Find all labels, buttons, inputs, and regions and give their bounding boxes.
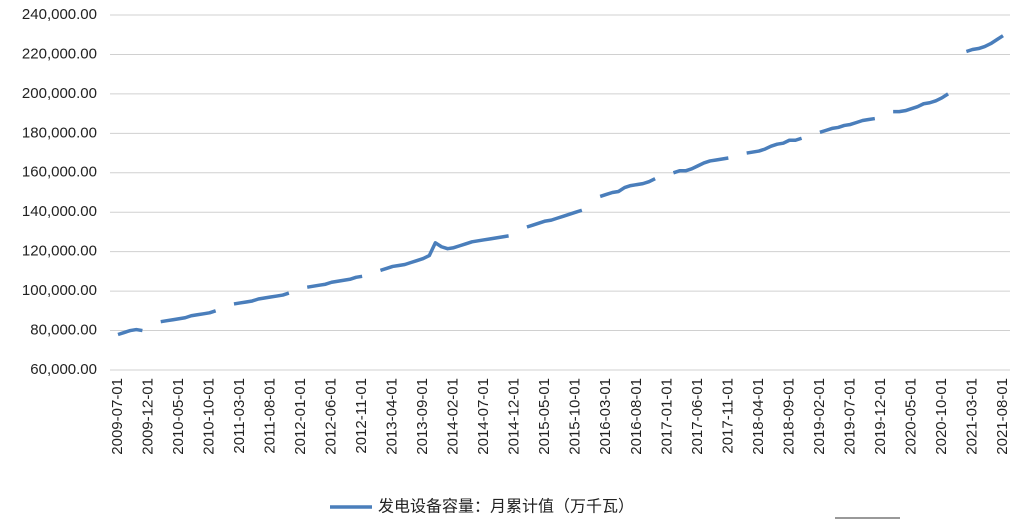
- y-tick-label: 240,000.00: [22, 6, 97, 23]
- x-tick-label: 2014-12-01: [506, 378, 523, 455]
- y-tick-label: 200,000.00: [22, 85, 97, 102]
- x-tick-label: 2013-04-01: [384, 378, 401, 455]
- x-tick-label: 2009-07-01: [109, 378, 126, 455]
- y-tick-label: 80,000.00: [30, 322, 97, 339]
- x-tick-label: 2021-03-01: [963, 378, 980, 455]
- y-tick-label: 140,000.00: [22, 203, 97, 220]
- x-tick-label: 2014-02-01: [445, 378, 462, 455]
- x-tick-label: 2019-02-01: [811, 378, 828, 455]
- y-tick-label: 60,000.00: [30, 361, 97, 378]
- x-tick-label: 2012-01-01: [292, 378, 309, 455]
- x-tick-label: 2016-03-01: [597, 378, 614, 455]
- x-tick-label: 2017-11-01: [719, 378, 736, 454]
- x-tick-label: 2014-07-01: [475, 378, 492, 455]
- x-tick-label: 2019-12-01: [872, 378, 889, 455]
- x-tick-label: 2010-10-01: [201, 378, 218, 455]
- x-tick-label: 2017-06-01: [689, 378, 706, 455]
- x-tick-label: 2013-09-01: [414, 378, 431, 455]
- x-tick-label: 2012-11-01: [353, 378, 370, 454]
- x-tick-label: 2020-10-01: [933, 378, 950, 455]
- x-tick-label: 2017-01-01: [658, 378, 675, 455]
- x-tick-label: 2020-05-01: [902, 378, 919, 455]
- x-tick-label: 2016-08-01: [628, 378, 645, 455]
- x-tick-label: 2011-08-01: [262, 378, 279, 454]
- legend-label: 发电设备容量：月累计值（万千瓦）: [378, 497, 634, 516]
- y-tick-label: 220,000.00: [22, 45, 97, 62]
- x-tick-label: 2010-05-01: [170, 378, 187, 455]
- y-tick-label: 100,000.00: [22, 282, 97, 299]
- y-tick-label: 120,000.00: [22, 243, 97, 260]
- x-tick-label: 2009-12-01: [139, 378, 156, 455]
- x-tick-label: 2018-09-01: [780, 378, 797, 455]
- x-tick-label: 2015-10-01: [567, 378, 584, 455]
- x-tick-label: 2019-07-01: [841, 378, 858, 455]
- data-line: [117, 34, 1004, 337]
- y-tick-label: 160,000.00: [22, 164, 97, 181]
- x-tick-label: 2015-05-01: [536, 378, 553, 455]
- x-tick-label: 2011-03-01: [231, 378, 248, 454]
- x-tick-label: 2012-06-01: [323, 378, 340, 455]
- x-tick-label: 2018-04-01: [750, 378, 767, 455]
- x-tick-label: 2021-08-01: [994, 378, 1011, 455]
- y-tick-label: 180,000.00: [22, 124, 97, 141]
